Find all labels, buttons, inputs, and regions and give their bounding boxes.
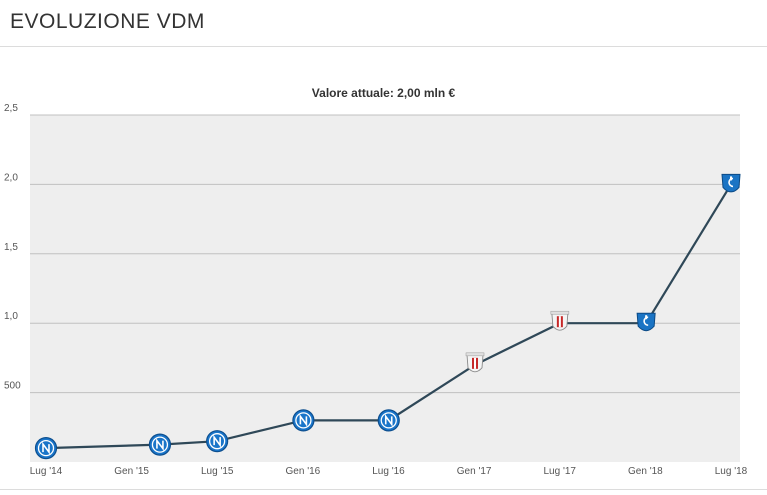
data-point-napoli-logo[interactable] [377,409,400,432]
section-header: EVOLUZIONE VDM [0,0,767,47]
y-tick-label: 2,5 [4,103,18,114]
x-tick-label: Gen '17 [457,466,492,477]
chart-title: Valore attuale: 2,00 mln € [311,86,456,100]
y-tick-label: 2,0 [4,172,18,183]
series-markers [34,173,741,460]
data-point-napoli-logo[interactable] [34,437,58,460]
market-value-chart: Valore attuale: 2,00 mln € 500 1,0 1,5 2,0 2… [0,46,767,495]
data-point-empoli-logo[interactable] [636,312,656,332]
data-point-empoli-logo[interactable] [721,173,741,193]
grid-lines [30,114,740,462]
data-point-napoli-logo[interactable] [292,409,315,432]
x-axis-ticks: Lug '14 Gen '15 Lug '15 Gen '16 Lug '16 Gen '… [30,466,748,477]
x-tick-label: Lug '15 [201,466,234,477]
y-tick-label: 500 [4,381,21,392]
data-point-napoli-logo[interactable] [148,433,172,456]
x-tick-label: Lug '18 [715,466,748,477]
x-tick-label: Lug '14 [30,466,63,477]
y-tick-label: 1,5 [4,242,18,253]
data-point-crest-red-white-logo[interactable] [465,352,485,373]
x-tick-label: Gen '15 [114,466,149,477]
data-point-crest-red-white-logo[interactable] [550,310,570,331]
divider [0,489,767,490]
x-tick-label: Lug '17 [544,466,577,477]
section-title: EVOLUZIONE VDM [10,10,205,33]
x-tick-label: Gen '16 [286,466,321,477]
x-tick-label: Lug '16 [372,466,405,477]
data-point-napoli-logo[interactable] [206,430,229,453]
plot-background [30,115,740,462]
y-tick-label: 1,0 [4,311,18,322]
chart-plot: 500 1,0 1,5 2,0 2,5 Lug '14 Gen '15 Lug '15 Gen… [4,103,748,477]
x-tick-label: Gen '18 [628,466,663,477]
y-axis-ticks: 500 1,0 1,5 2,0 2,5 [4,103,21,392]
